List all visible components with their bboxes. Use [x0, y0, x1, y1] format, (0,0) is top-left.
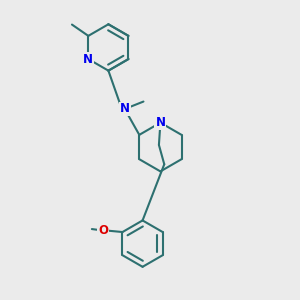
Text: N: N: [155, 116, 165, 129]
Text: N: N: [120, 103, 130, 116]
Text: N: N: [83, 52, 93, 66]
Text: O: O: [98, 224, 108, 237]
